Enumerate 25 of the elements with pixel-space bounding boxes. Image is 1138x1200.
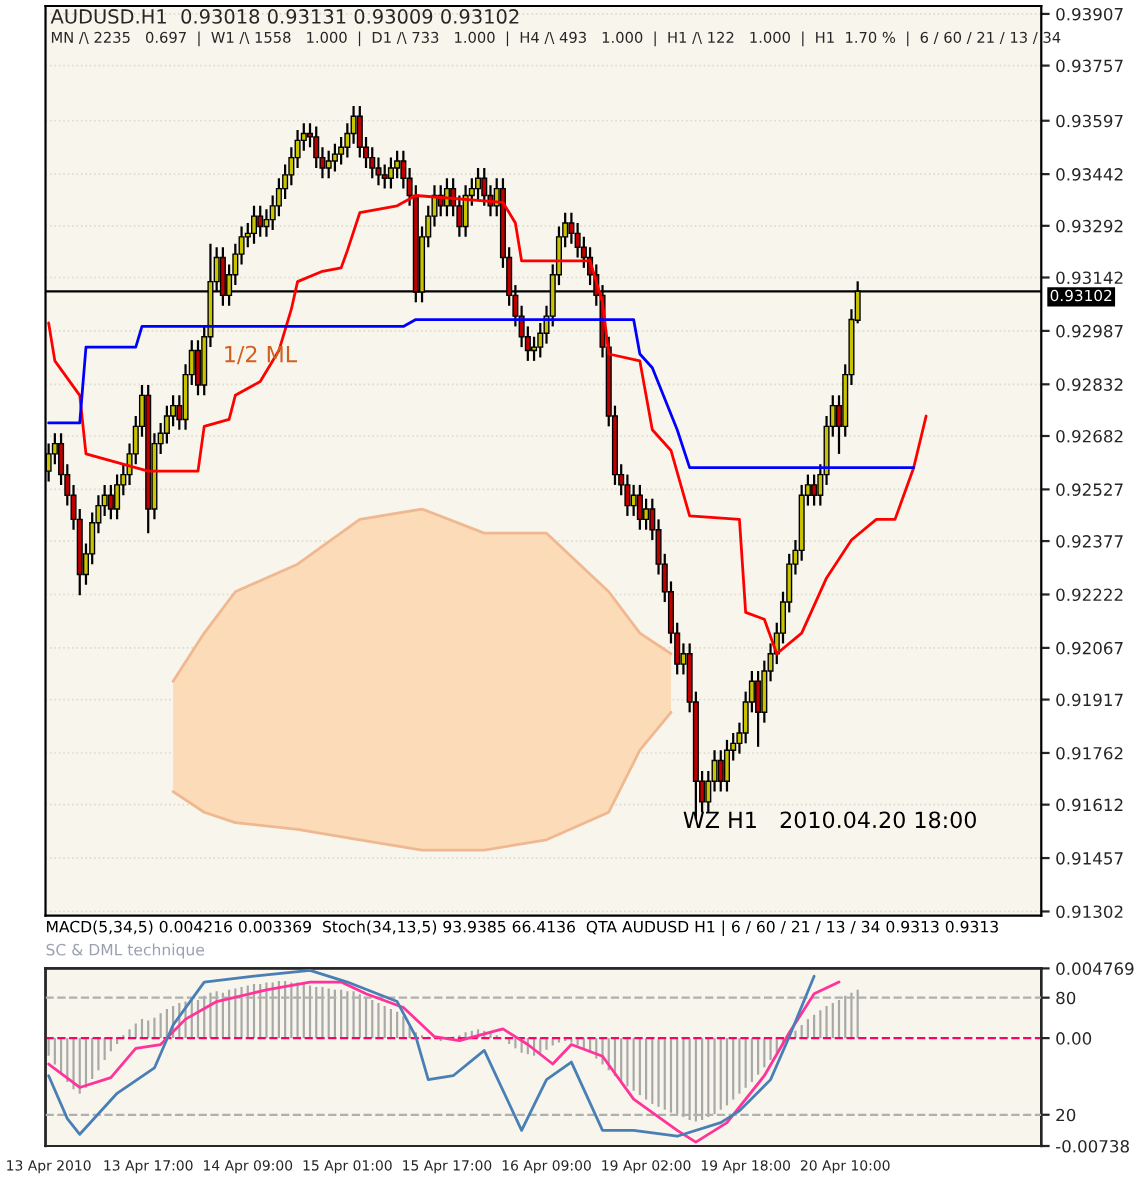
y-tick-label: 0.91917 bbox=[1056, 693, 1123, 707]
y2-tick-label: 20 bbox=[1056, 1108, 1076, 1122]
y-tick-label: 0.93142 bbox=[1056, 271, 1123, 285]
y-tick-label: 0.91302 bbox=[1056, 905, 1123, 919]
y-tick-label: 0.92222 bbox=[1056, 588, 1123, 602]
y-tick-label: 0.93907 bbox=[1056, 7, 1123, 21]
y2-tick-label: 80 bbox=[1056, 991, 1076, 1005]
y-tick-label: 0.93292 bbox=[1056, 219, 1123, 233]
y-tick-label: 0.91762 bbox=[1056, 746, 1123, 760]
y-tick-label: 0.93597 bbox=[1056, 114, 1123, 128]
y-tick-label: 0.00 bbox=[1056, 1032, 1092, 1045]
y-tick-label: 0.93757 bbox=[1056, 59, 1123, 73]
y-tick-label: 0.92527 bbox=[1056, 483, 1123, 496]
y-tick-label: 0.93442 bbox=[1056, 168, 1123, 181]
y-tick-label: -0.00738 bbox=[1055, 1139, 1129, 1153]
y-tick-label: 0.004769 bbox=[1056, 962, 1134, 975]
y-tick-label: 0.92377 bbox=[1056, 535, 1123, 548]
y-tick-label: 0.91612 bbox=[1056, 798, 1123, 812]
y-tick-label: 0.92987 bbox=[1056, 324, 1123, 338]
chart-title: AUDUSD.H1 0.93018 0.93131 0.93009 0.93102 bbox=[50, 9, 519, 24]
annotation: WZ H1 2010.04.20 18:00 bbox=[683, 811, 976, 829]
y-tick-label: 0.92832 bbox=[1056, 378, 1123, 391]
y-tick-label: 0.92067 bbox=[1056, 641, 1123, 655]
y-tick-label: 0.91457 bbox=[1056, 852, 1123, 865]
y-tick-label: 0.92682 bbox=[1056, 429, 1123, 443]
